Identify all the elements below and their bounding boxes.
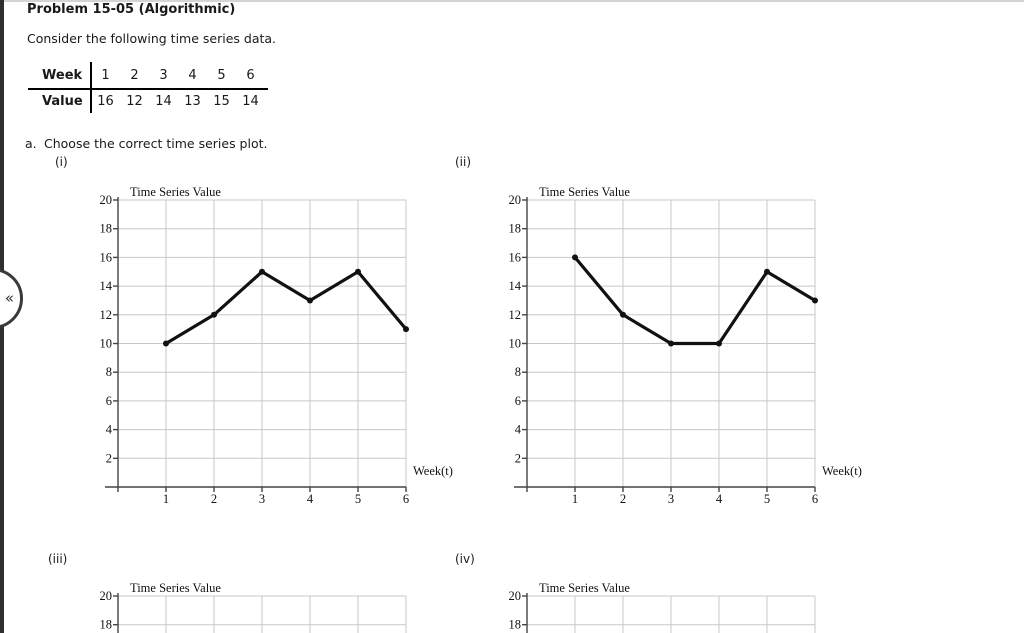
x-tick-label: 3 xyxy=(668,492,674,506)
y-tick-label: 12 xyxy=(509,308,522,322)
option-label-i: (i) xyxy=(55,155,68,169)
table-cell: 16 xyxy=(97,94,114,109)
x-tick-label: 6 xyxy=(403,492,409,506)
top-edge-strip xyxy=(4,0,1024,2)
y-tick-label: 14 xyxy=(509,279,522,293)
data-point-marker xyxy=(259,268,265,275)
intro-text: Consider the following time series data. xyxy=(27,31,277,46)
y-tick-label: 8 xyxy=(515,365,521,379)
y-tick-label: 2 xyxy=(515,451,521,465)
chart-title: Time Series Value xyxy=(539,581,630,595)
y-tick-label: 16 xyxy=(509,250,522,264)
y-tick-label: 6 xyxy=(106,394,112,408)
option-label-ii: (ii) xyxy=(455,155,472,169)
y-tick-label: 8 xyxy=(106,365,112,379)
y-tick-label: 18 xyxy=(509,222,522,236)
data-point-marker xyxy=(764,268,770,275)
x-tick-label: 2 xyxy=(620,492,626,506)
data-point-marker xyxy=(668,340,674,347)
y-tick-label: 16 xyxy=(100,250,113,264)
table-cell: 13 xyxy=(184,94,201,109)
y-tick-label: 10 xyxy=(100,337,113,351)
table-cell: 3 xyxy=(159,68,168,83)
y-tick-label: 20 xyxy=(509,589,522,603)
y-tick-label: 12 xyxy=(100,308,113,322)
data-point-marker xyxy=(620,311,626,318)
y-tick-label: 20 xyxy=(100,589,113,603)
x-tick-label: 1 xyxy=(163,492,169,506)
table-cell: 14 xyxy=(242,94,259,109)
y-tick-label: 18 xyxy=(509,618,522,632)
data-point-marker xyxy=(163,340,169,347)
table-cell: 2 xyxy=(130,68,139,83)
y-tick-label: 18 xyxy=(100,618,113,632)
table-value-label: Value xyxy=(42,94,83,109)
data-point-marker xyxy=(355,268,361,275)
data-point-marker xyxy=(812,297,818,304)
problem-title: Problem 15-05 (Algorithmic) xyxy=(27,2,236,17)
table-cell: 4 xyxy=(188,68,197,83)
table-value-cells: 16 12 14 13 15 14 xyxy=(91,94,265,109)
table-week-cells: 1 2 3 4 5 6 xyxy=(91,68,265,83)
x-tick-label: 3 xyxy=(259,492,265,506)
collapse-chevrons-icon: « xyxy=(4,289,14,307)
x-tick-label: 4 xyxy=(307,492,314,506)
chart-title: Time Series Value xyxy=(130,185,221,199)
y-tick-label: 18 xyxy=(100,222,113,236)
question-marker: a. xyxy=(25,136,37,151)
option-label-iii: (iii) xyxy=(48,552,68,566)
y-tick-label: 10 xyxy=(509,337,522,351)
chart-title: Time Series Value xyxy=(130,581,221,595)
data-point-marker xyxy=(403,326,409,333)
y-tick-label: 4 xyxy=(515,423,522,437)
panel-toggle-button[interactable]: « xyxy=(0,268,23,329)
table-cell: 12 xyxy=(126,94,143,109)
x-tick-label: 5 xyxy=(355,492,361,506)
table-cell: 6 xyxy=(246,68,255,83)
table-horizontal-rule xyxy=(28,88,268,90)
x-axis-caption: Week(t) xyxy=(822,464,862,478)
table-vertical-rule xyxy=(90,62,92,113)
y-tick-label: 20 xyxy=(100,193,113,207)
option-label-iv: (iv) xyxy=(455,552,475,566)
table-cell: 15 xyxy=(213,94,230,109)
table-cell: 1 xyxy=(101,68,110,83)
data-point-marker xyxy=(572,254,578,261)
data-point-marker xyxy=(307,297,313,304)
x-axis-caption: Week(t) xyxy=(413,464,453,478)
x-tick-label: 4 xyxy=(716,492,723,506)
y-tick-label: 6 xyxy=(515,394,521,408)
x-tick-label: 1 xyxy=(572,492,578,506)
question-text: Choose the correct time series plot. xyxy=(44,136,268,151)
y-tick-label: 4 xyxy=(106,423,113,437)
x-tick-label: 6 xyxy=(812,492,818,506)
y-tick-label: 14 xyxy=(100,279,113,293)
x-tick-label: 5 xyxy=(764,492,770,506)
table-week-label: Week xyxy=(42,68,83,83)
x-tick-label: 2 xyxy=(211,492,217,506)
data-point-marker xyxy=(716,340,722,347)
table-cell: 14 xyxy=(155,94,172,109)
series-line xyxy=(164,270,408,346)
table-cell: 5 xyxy=(217,68,226,83)
data-point-marker xyxy=(211,311,217,318)
chart-title: Time Series Value xyxy=(539,185,630,199)
y-tick-label: 2 xyxy=(106,451,112,465)
series-line xyxy=(573,255,817,346)
y-tick-label: 20 xyxy=(509,193,522,207)
